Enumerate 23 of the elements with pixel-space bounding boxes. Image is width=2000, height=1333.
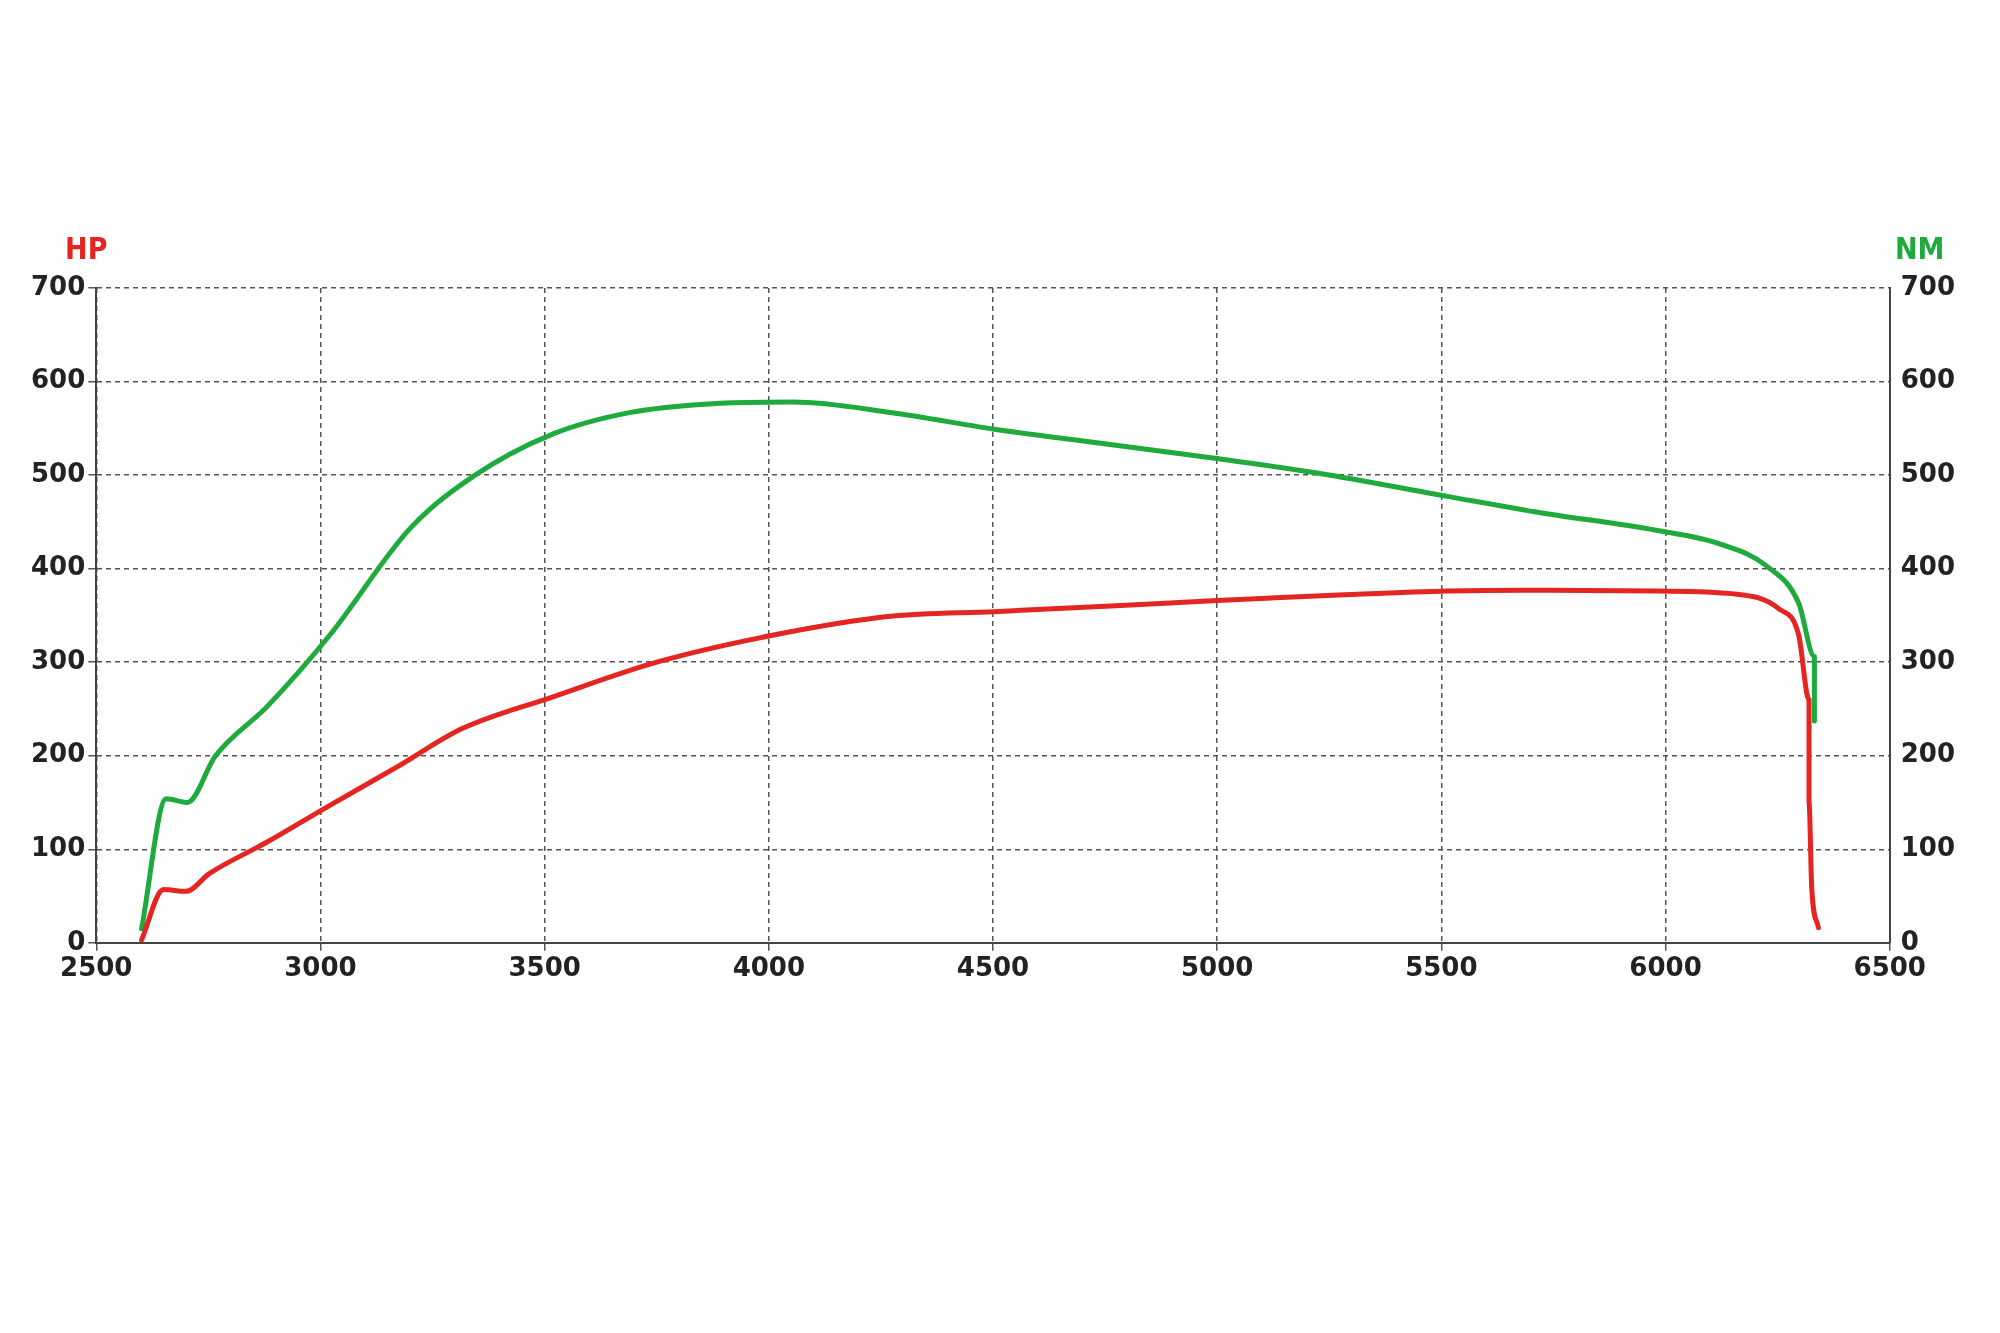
y2-tick-label: 300 (1900, 644, 1956, 675)
y2-tick-label: 100 (1900, 832, 1956, 863)
x-tick-label: 4500 (956, 952, 1030, 983)
y-tick-label: 300 (30, 644, 86, 675)
y2-axis-title: NM (1895, 230, 1945, 266)
y-tick-label: 200 (30, 738, 86, 769)
x-tick-label: 4000 (732, 952, 806, 983)
y-tick-label: 500 (30, 457, 86, 488)
x-tick-label: 3000 (284, 952, 357, 983)
y-tick-label: 700 (30, 270, 86, 301)
y2-tick-label: 700 (1900, 270, 1956, 301)
y-axis-title: HP (65, 230, 108, 266)
y-tick-label: 600 (30, 364, 86, 395)
y2-tick-label: 200 (1900, 738, 1956, 769)
x-tick-label: 5500 (1405, 952, 1478, 983)
y2-tick-label: 500 (1900, 457, 1956, 488)
y-tick-label: 100 (30, 832, 86, 863)
x-tick-label: 3500 (508, 952, 581, 983)
y-tick-label: 400 (30, 551, 86, 582)
y2-tick-label: 400 (1900, 551, 1956, 582)
x-tick-label: 6000 (1629, 952, 1702, 983)
y2-tick-label: 600 (1900, 364, 1956, 395)
x-tick-label: 5000 (1180, 952, 1254, 983)
